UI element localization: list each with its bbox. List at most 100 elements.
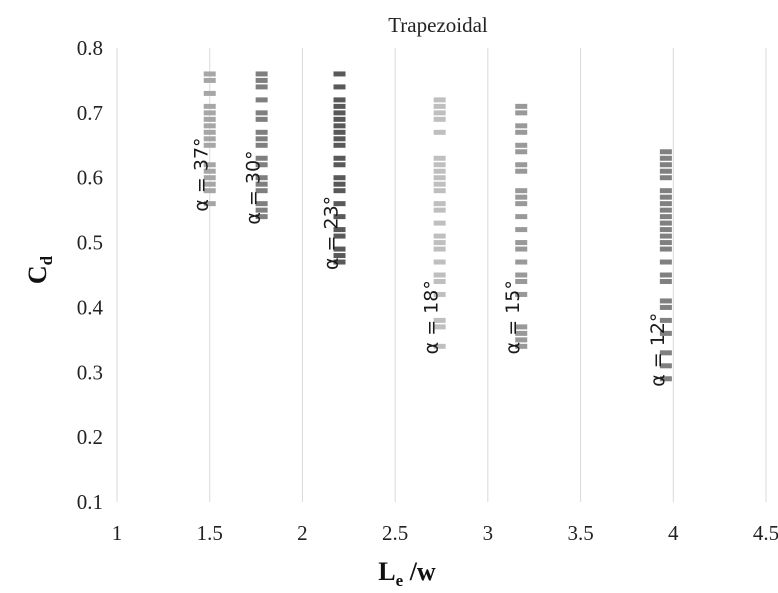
data-point [515,110,528,116]
data-point [433,155,446,161]
data-point [515,291,528,297]
data-point [333,103,346,109]
x-tick-label: 1.5 [197,521,223,545]
y-tick-label: 0.6 [77,166,103,190]
y-tick-label: 0.7 [77,101,103,125]
data-point [515,324,528,330]
data-point [659,220,672,226]
data-point [255,201,268,207]
series-annotation: α = 23° [321,196,343,270]
data-point [203,142,216,148]
data-point [515,337,528,343]
data-point [433,317,446,323]
data-point [203,123,216,129]
data-point [333,201,346,207]
series-group [515,103,528,349]
data-point [203,71,216,77]
data-point [515,278,528,284]
data-point [433,97,446,103]
data-point [433,181,446,187]
series-annotations: α = 37° α = 30° α = 23° α = 18° α = 15° α = 1… [191,137,669,386]
y-tick-label: 0.8 [77,36,103,60]
data-point [203,181,216,187]
data-point [515,246,528,252]
data-point [203,201,216,207]
chart-title: Trapezoidal [388,13,488,37]
data-point [333,227,346,233]
data-point [203,110,216,116]
data-point [659,168,672,174]
data-point [333,162,346,168]
data-point [255,116,268,122]
data-point [255,142,268,148]
data-point [515,214,528,220]
data-point [433,278,446,284]
data-point [333,233,346,239]
data-point [515,240,528,246]
x-tick-label: 2.5 [382,521,408,545]
x-tick-label: 1 [112,521,123,545]
series-group [333,71,346,265]
data-point [515,129,528,135]
data-point [255,162,268,168]
data-point [333,97,346,103]
data-points [203,71,672,382]
data-point [255,175,268,181]
x-tick-label: 4 [668,521,679,545]
data-point [659,272,672,278]
data-point [203,162,216,168]
data-point [659,363,672,369]
data-point [333,123,346,129]
y-tick-label: 0.4 [77,295,104,319]
data-point [515,330,528,336]
series-annotation: α = 15° [502,280,524,354]
y-axis-label: Cd [23,255,56,284]
data-point [515,162,528,168]
data-point [433,233,446,239]
data-point [433,116,446,122]
data-point [659,376,672,382]
series-annotation: α = 37° [191,137,213,211]
data-point [515,188,528,194]
data-point [433,188,446,194]
data-point [515,201,528,207]
data-point [433,220,446,226]
series-group [659,149,672,382]
x-tick-labels: 1 1.5 2 2.5 3 3.5 4 4.5 [112,521,778,545]
data-point [433,168,446,174]
data-point [659,317,672,323]
data-point [433,259,446,265]
data-point [255,181,268,187]
data-point [433,201,446,207]
y-tick-label: 0.1 [77,490,103,514]
data-point [203,116,216,122]
data-point [659,350,672,356]
data-point [203,136,216,142]
data-point [659,214,672,220]
data-point [255,110,268,116]
x-tick-label: 2 [297,521,308,545]
series-group [203,71,216,207]
data-point [659,149,672,155]
series-group [433,97,446,349]
y-tick-label: 0.2 [77,425,103,449]
data-point [659,194,672,200]
data-point [433,343,446,349]
data-point [333,246,346,252]
data-point [659,304,672,310]
data-point [255,188,268,194]
y-tick-labels: 0.1 0.2 0.3 0.4 0.5 0.6 0.7 0.8 [77,36,104,514]
data-point [203,168,216,174]
data-point [333,71,346,77]
data-point [333,110,346,116]
data-point [255,84,268,90]
data-point [659,188,672,194]
data-point [659,155,672,161]
data-point [203,77,216,83]
data-point [433,291,446,297]
data-point [659,298,672,304]
y-tick-label: 0.3 [77,360,103,384]
data-point [515,343,528,349]
data-point [515,259,528,265]
data-point [515,227,528,233]
